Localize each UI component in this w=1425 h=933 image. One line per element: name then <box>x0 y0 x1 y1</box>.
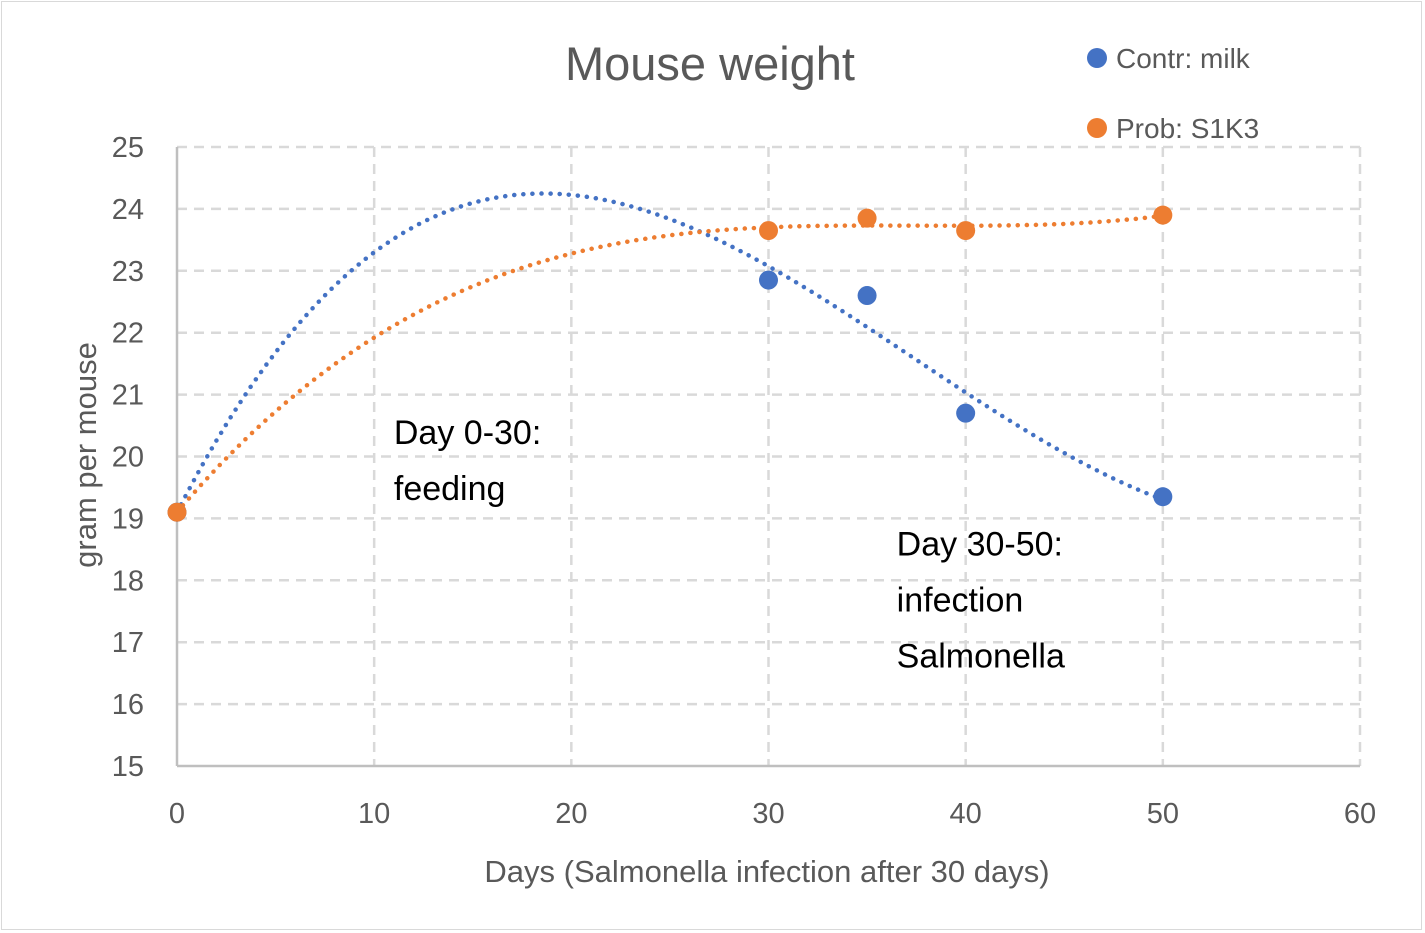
y-tick-label: 15 <box>112 751 144 783</box>
grid <box>177 145 1362 766</box>
y-tick-label: 17 <box>112 627 144 659</box>
y-tick-label: 22 <box>112 318 144 350</box>
trendline-series-1 <box>174 191 1166 515</box>
annotation-1-line: Day 0-30: <box>394 414 541 452</box>
point-series-2 <box>167 502 187 522</box>
x-tick-label: 50 <box>1147 798 1179 830</box>
x-tick-label: 10 <box>358 798 390 830</box>
point-series-2 <box>1153 205 1173 225</box>
annotations: Day 0-30: feeding Day 30-50: infection Salmo… <box>394 414 1065 675</box>
trendline-series-2 <box>174 213 1166 515</box>
legend-marker-series-2 <box>1087 118 1107 138</box>
data-points <box>167 205 1173 522</box>
annotation-2-line: Day 30-50: <box>897 526 1063 564</box>
point-series-2 <box>759 221 778 241</box>
annotation-2-line: Salmonella <box>897 638 1065 676</box>
y-tick-label: 20 <box>112 442 144 474</box>
annotation-1-line: feeding <box>394 470 506 508</box>
y-tick-label: 21 <box>112 380 144 412</box>
annotation-2-line: infection <box>897 582 1024 620</box>
point-series-1 <box>759 270 778 290</box>
y-tick-label: 24 <box>112 194 144 226</box>
y-tick-label: 18 <box>112 565 144 597</box>
point-series-2 <box>857 208 877 228</box>
chart-title: Mouse weight <box>565 37 855 90</box>
axes <box>175 147 1360 768</box>
x-tick-label: 40 <box>950 798 982 830</box>
x-tick-label: 0 <box>169 798 185 830</box>
legend-marker-series-1 <box>1087 48 1107 68</box>
legend-label-series-2: Prob: S1K3 <box>1116 113 1259 144</box>
tick-labels: 15 16 17 18 19 20 21 22 23 24 25 0 10 20 30 40 50 60 <box>112 132 1376 830</box>
legend: Contr: milk Prob: S1K3 <box>1087 43 1259 144</box>
point-series-1 <box>1153 487 1173 507</box>
trendlines <box>174 191 1166 515</box>
point-series-1 <box>956 403 976 423</box>
y-tick-label: 16 <box>112 689 144 721</box>
x-axis-label: Days (Salmonella infection after 30 days… <box>484 854 1049 889</box>
x-tick-label: 30 <box>752 798 784 830</box>
legend-label-series-1: Contr: milk <box>1116 43 1251 74</box>
x-tick-label: 60 <box>1344 798 1376 830</box>
x-tick-label: 20 <box>555 798 587 830</box>
y-axis-label: gram per mouse <box>68 342 103 568</box>
y-tick-label: 19 <box>112 503 144 535</box>
point-series-2 <box>956 221 976 241</box>
y-tick-label: 23 <box>112 256 144 288</box>
y-tick-label: 25 <box>112 132 144 164</box>
point-series-1 <box>857 286 877 306</box>
